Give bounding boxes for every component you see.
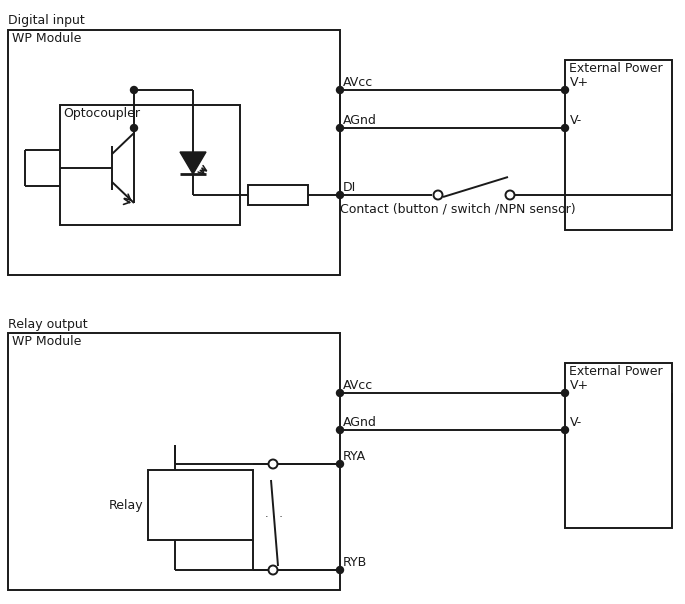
Text: RYA: RYA <box>343 450 366 463</box>
Circle shape <box>336 426 343 434</box>
Text: WP Module: WP Module <box>12 335 82 348</box>
Circle shape <box>336 191 343 199</box>
Circle shape <box>336 124 343 132</box>
Text: RYB: RYB <box>343 556 367 569</box>
Circle shape <box>336 86 343 94</box>
Text: Relay output: Relay output <box>8 318 88 331</box>
Circle shape <box>506 190 514 199</box>
Polygon shape <box>180 152 206 174</box>
Text: DI: DI <box>343 181 356 194</box>
Text: External Power: External Power <box>569 365 662 378</box>
Circle shape <box>269 460 277 469</box>
Text: AVcc: AVcc <box>343 76 373 89</box>
Text: External Power: External Power <box>569 62 662 75</box>
Circle shape <box>269 565 277 574</box>
Text: AVcc: AVcc <box>343 379 373 392</box>
Bar <box>248 185 308 205</box>
Bar <box>8 333 340 590</box>
Text: AGnd: AGnd <box>343 416 377 429</box>
Text: V-: V- <box>570 416 582 429</box>
Circle shape <box>562 426 569 434</box>
Bar <box>8 30 340 275</box>
Circle shape <box>336 460 343 467</box>
Circle shape <box>336 390 343 396</box>
Circle shape <box>562 390 569 396</box>
Text: Relay: Relay <box>108 498 143 512</box>
Bar <box>565 60 672 230</box>
Circle shape <box>562 86 569 94</box>
Text: V+: V+ <box>570 76 589 89</box>
Circle shape <box>562 124 569 132</box>
Text: V+: V+ <box>570 379 589 392</box>
Circle shape <box>434 190 443 199</box>
Bar <box>565 363 672 528</box>
Text: Contact (button / switch /NPN sensor): Contact (button / switch /NPN sensor) <box>340 203 575 216</box>
Circle shape <box>131 86 138 94</box>
Text: V-: V- <box>570 114 582 127</box>
Bar <box>148 470 253 540</box>
Text: Optocoupler: Optocoupler <box>63 107 140 120</box>
Circle shape <box>336 567 343 574</box>
Text: Digital input: Digital input <box>8 14 85 27</box>
Text: WP Module: WP Module <box>12 32 82 45</box>
Bar <box>60 105 240 225</box>
Circle shape <box>131 124 138 132</box>
Text: AGnd: AGnd <box>343 114 377 127</box>
Text: · · ·: · · · <box>265 512 283 522</box>
